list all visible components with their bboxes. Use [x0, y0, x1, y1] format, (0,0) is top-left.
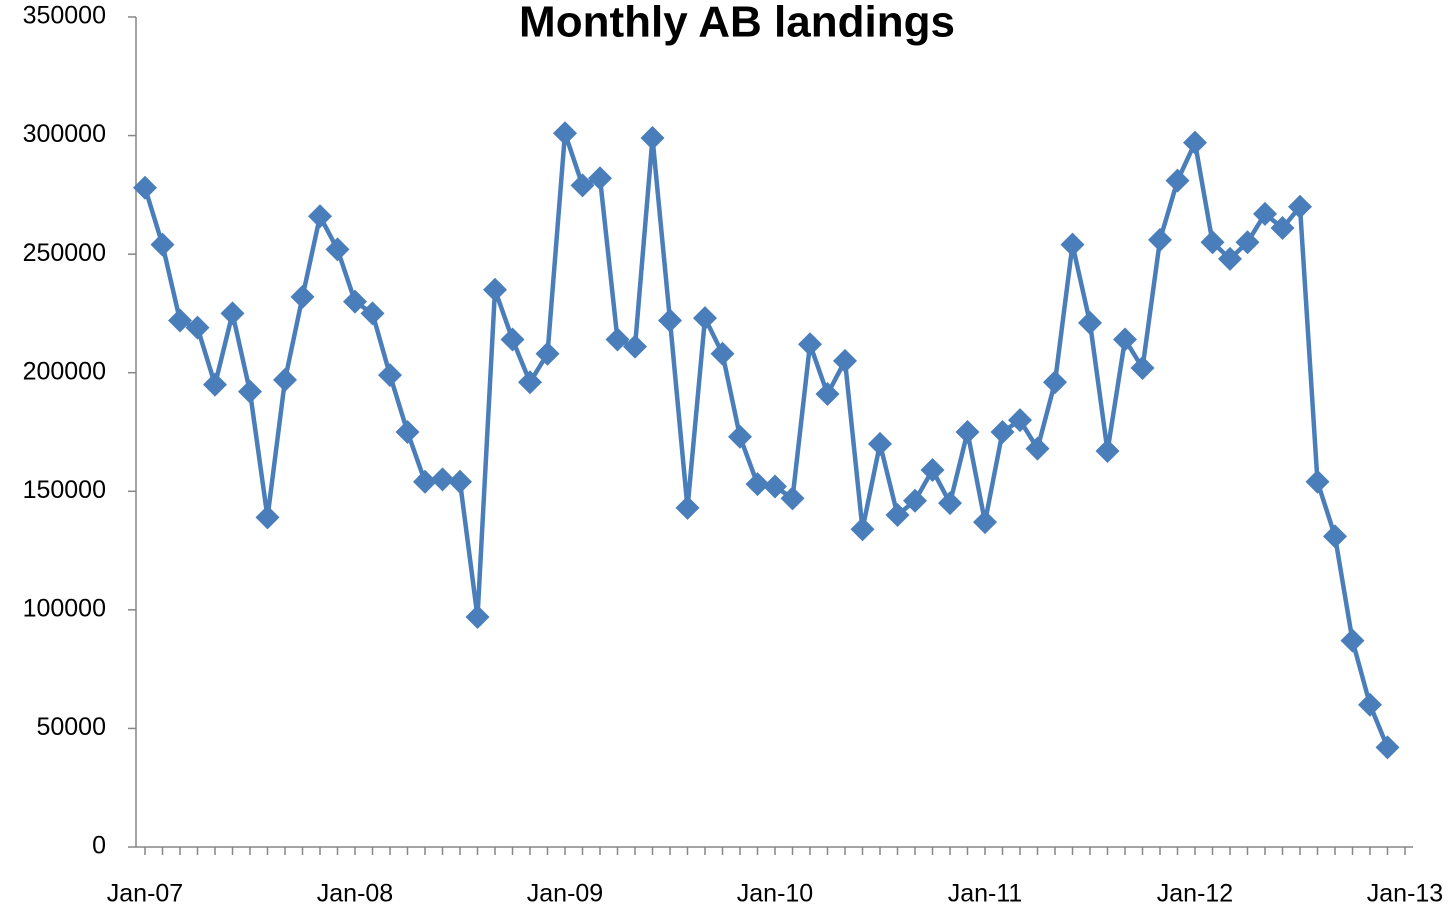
marker — [1218, 246, 1242, 271]
x-tick-label: Jan-07 — [107, 880, 183, 908]
marker — [728, 424, 752, 449]
marker — [658, 308, 682, 333]
marker — [1270, 216, 1295, 241]
y-tick-label: 0 — [92, 832, 106, 860]
marker — [1095, 438, 1120, 463]
marker — [623, 334, 647, 359]
marker — [1165, 168, 1190, 193]
marker — [1060, 232, 1085, 257]
marker — [1200, 230, 1225, 255]
marker — [745, 472, 770, 497]
x-tick-label: Jan-11 — [948, 880, 1023, 908]
marker — [850, 517, 875, 542]
marker — [220, 301, 245, 326]
marker — [343, 289, 367, 314]
marker — [640, 125, 665, 150]
y-tick-label: 250000 — [23, 239, 106, 267]
marker — [693, 306, 717, 331]
chart-title: Monthly AB landings — [519, 0, 955, 47]
marker — [675, 495, 700, 520]
y-tick-label: 150000 — [23, 476, 106, 504]
marker — [1148, 227, 1172, 252]
marker — [483, 277, 507, 302]
marker — [1375, 735, 1400, 760]
marker — [1305, 469, 1330, 494]
marker — [990, 420, 1015, 444]
marker — [1288, 194, 1312, 219]
x-tick-label: Jan-08 — [317, 880, 393, 908]
x-tick-label: Jan-12 — [1157, 880, 1233, 908]
marker — [833, 348, 857, 373]
marker — [413, 469, 437, 494]
y-tick-label: 100000 — [23, 594, 106, 622]
marker — [238, 379, 262, 404]
marker — [1358, 692, 1382, 717]
marker — [868, 431, 892, 456]
marker — [920, 457, 945, 482]
x-tick-label: Jan-09 — [527, 880, 603, 908]
marker — [290, 284, 315, 309]
marker — [1043, 370, 1067, 395]
marker — [448, 469, 472, 494]
marker — [255, 505, 280, 530]
y-tick-label: 350000 — [23, 2, 106, 30]
marker — [360, 301, 385, 326]
marker — [885, 503, 910, 527]
marker — [325, 237, 350, 262]
marker — [710, 341, 735, 366]
marker — [815, 382, 840, 407]
marker — [1078, 310, 1102, 335]
marker — [605, 327, 630, 352]
marker — [273, 367, 297, 392]
marker — [938, 491, 962, 516]
y-tick-label: 200000 — [23, 357, 106, 385]
marker — [1113, 327, 1137, 352]
marker — [1008, 408, 1032, 433]
marker — [955, 420, 980, 444]
marker — [430, 467, 455, 492]
marker — [763, 474, 787, 499]
marker — [133, 175, 157, 200]
x-tick-label: Jan-10 — [737, 880, 813, 908]
marker — [378, 363, 402, 388]
marker — [150, 232, 175, 257]
marker — [185, 315, 210, 340]
marker — [1340, 628, 1365, 653]
marker — [465, 604, 490, 629]
y-tick-label: 50000 — [36, 713, 106, 741]
series-line — [142, 130, 1390, 749]
marker — [168, 308, 192, 333]
marker — [973, 510, 997, 535]
marker — [1130, 355, 1155, 380]
marker — [570, 173, 595, 198]
marker — [553, 121, 577, 146]
marker — [588, 166, 612, 191]
marker — [535, 341, 560, 366]
marker — [1183, 130, 1207, 155]
marker — [308, 204, 332, 229]
marker — [518, 370, 542, 395]
marker — [1025, 436, 1050, 461]
marker — [1323, 524, 1347, 549]
marker — [798, 332, 822, 357]
marker — [1235, 230, 1260, 255]
marker — [1253, 201, 1277, 226]
marker — [395, 420, 420, 444]
marker — [903, 488, 927, 513]
y-tick-label: 300000 — [23, 120, 106, 148]
marker — [780, 486, 805, 511]
marker — [500, 327, 525, 352]
marker — [203, 372, 227, 397]
x-tick-label: Jan-13 — [1367, 880, 1443, 908]
